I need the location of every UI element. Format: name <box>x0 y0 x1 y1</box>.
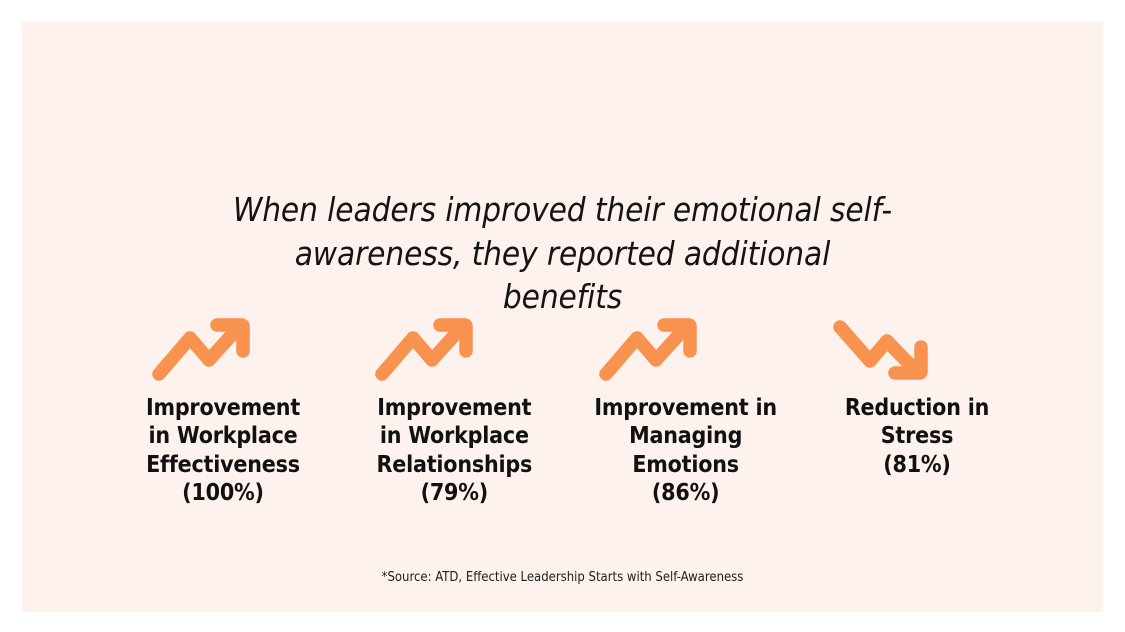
slide-title: When leaders improved their emotional se… <box>232 190 893 317</box>
trend-up-arrow-icon <box>341 312 567 386</box>
stat-label: Improvement in Workplace Effectiveness (… <box>145 395 301 506</box>
trend-down-arrow-icon <box>804 312 1030 386</box>
stat-item-workplace-relationships: Improvement in Workplace Relationships (… <box>341 312 567 507</box>
slide-canvas: When leaders improved their emotional se… <box>22 22 1103 612</box>
trend-up-arrow-icon <box>573 312 799 386</box>
stat-label: Improvement in Workplace Relationships (… <box>376 395 533 506</box>
stat-item-reduction-in-stress: Reduction in Stress (81%) <box>804 312 1030 479</box>
stat-item-workplace-effectiveness: Improvement in Workplace Effectiveness (… <box>110 312 336 507</box>
stat-label: Reduction in Stress (81%) <box>844 395 990 478</box>
stat-label: Improvement in Managing Emotions (86%) <box>594 395 777 506</box>
trend-up-arrow-icon <box>110 312 336 386</box>
stat-item-managing-emotions: Improvement in Managing Emotions (86%) <box>573 312 799 507</box>
source-note: *Source: ATD, Effective Leadership Start… <box>381 570 744 585</box>
stats-row: Improvement in Workplace Effectiveness (… <box>110 312 1030 507</box>
